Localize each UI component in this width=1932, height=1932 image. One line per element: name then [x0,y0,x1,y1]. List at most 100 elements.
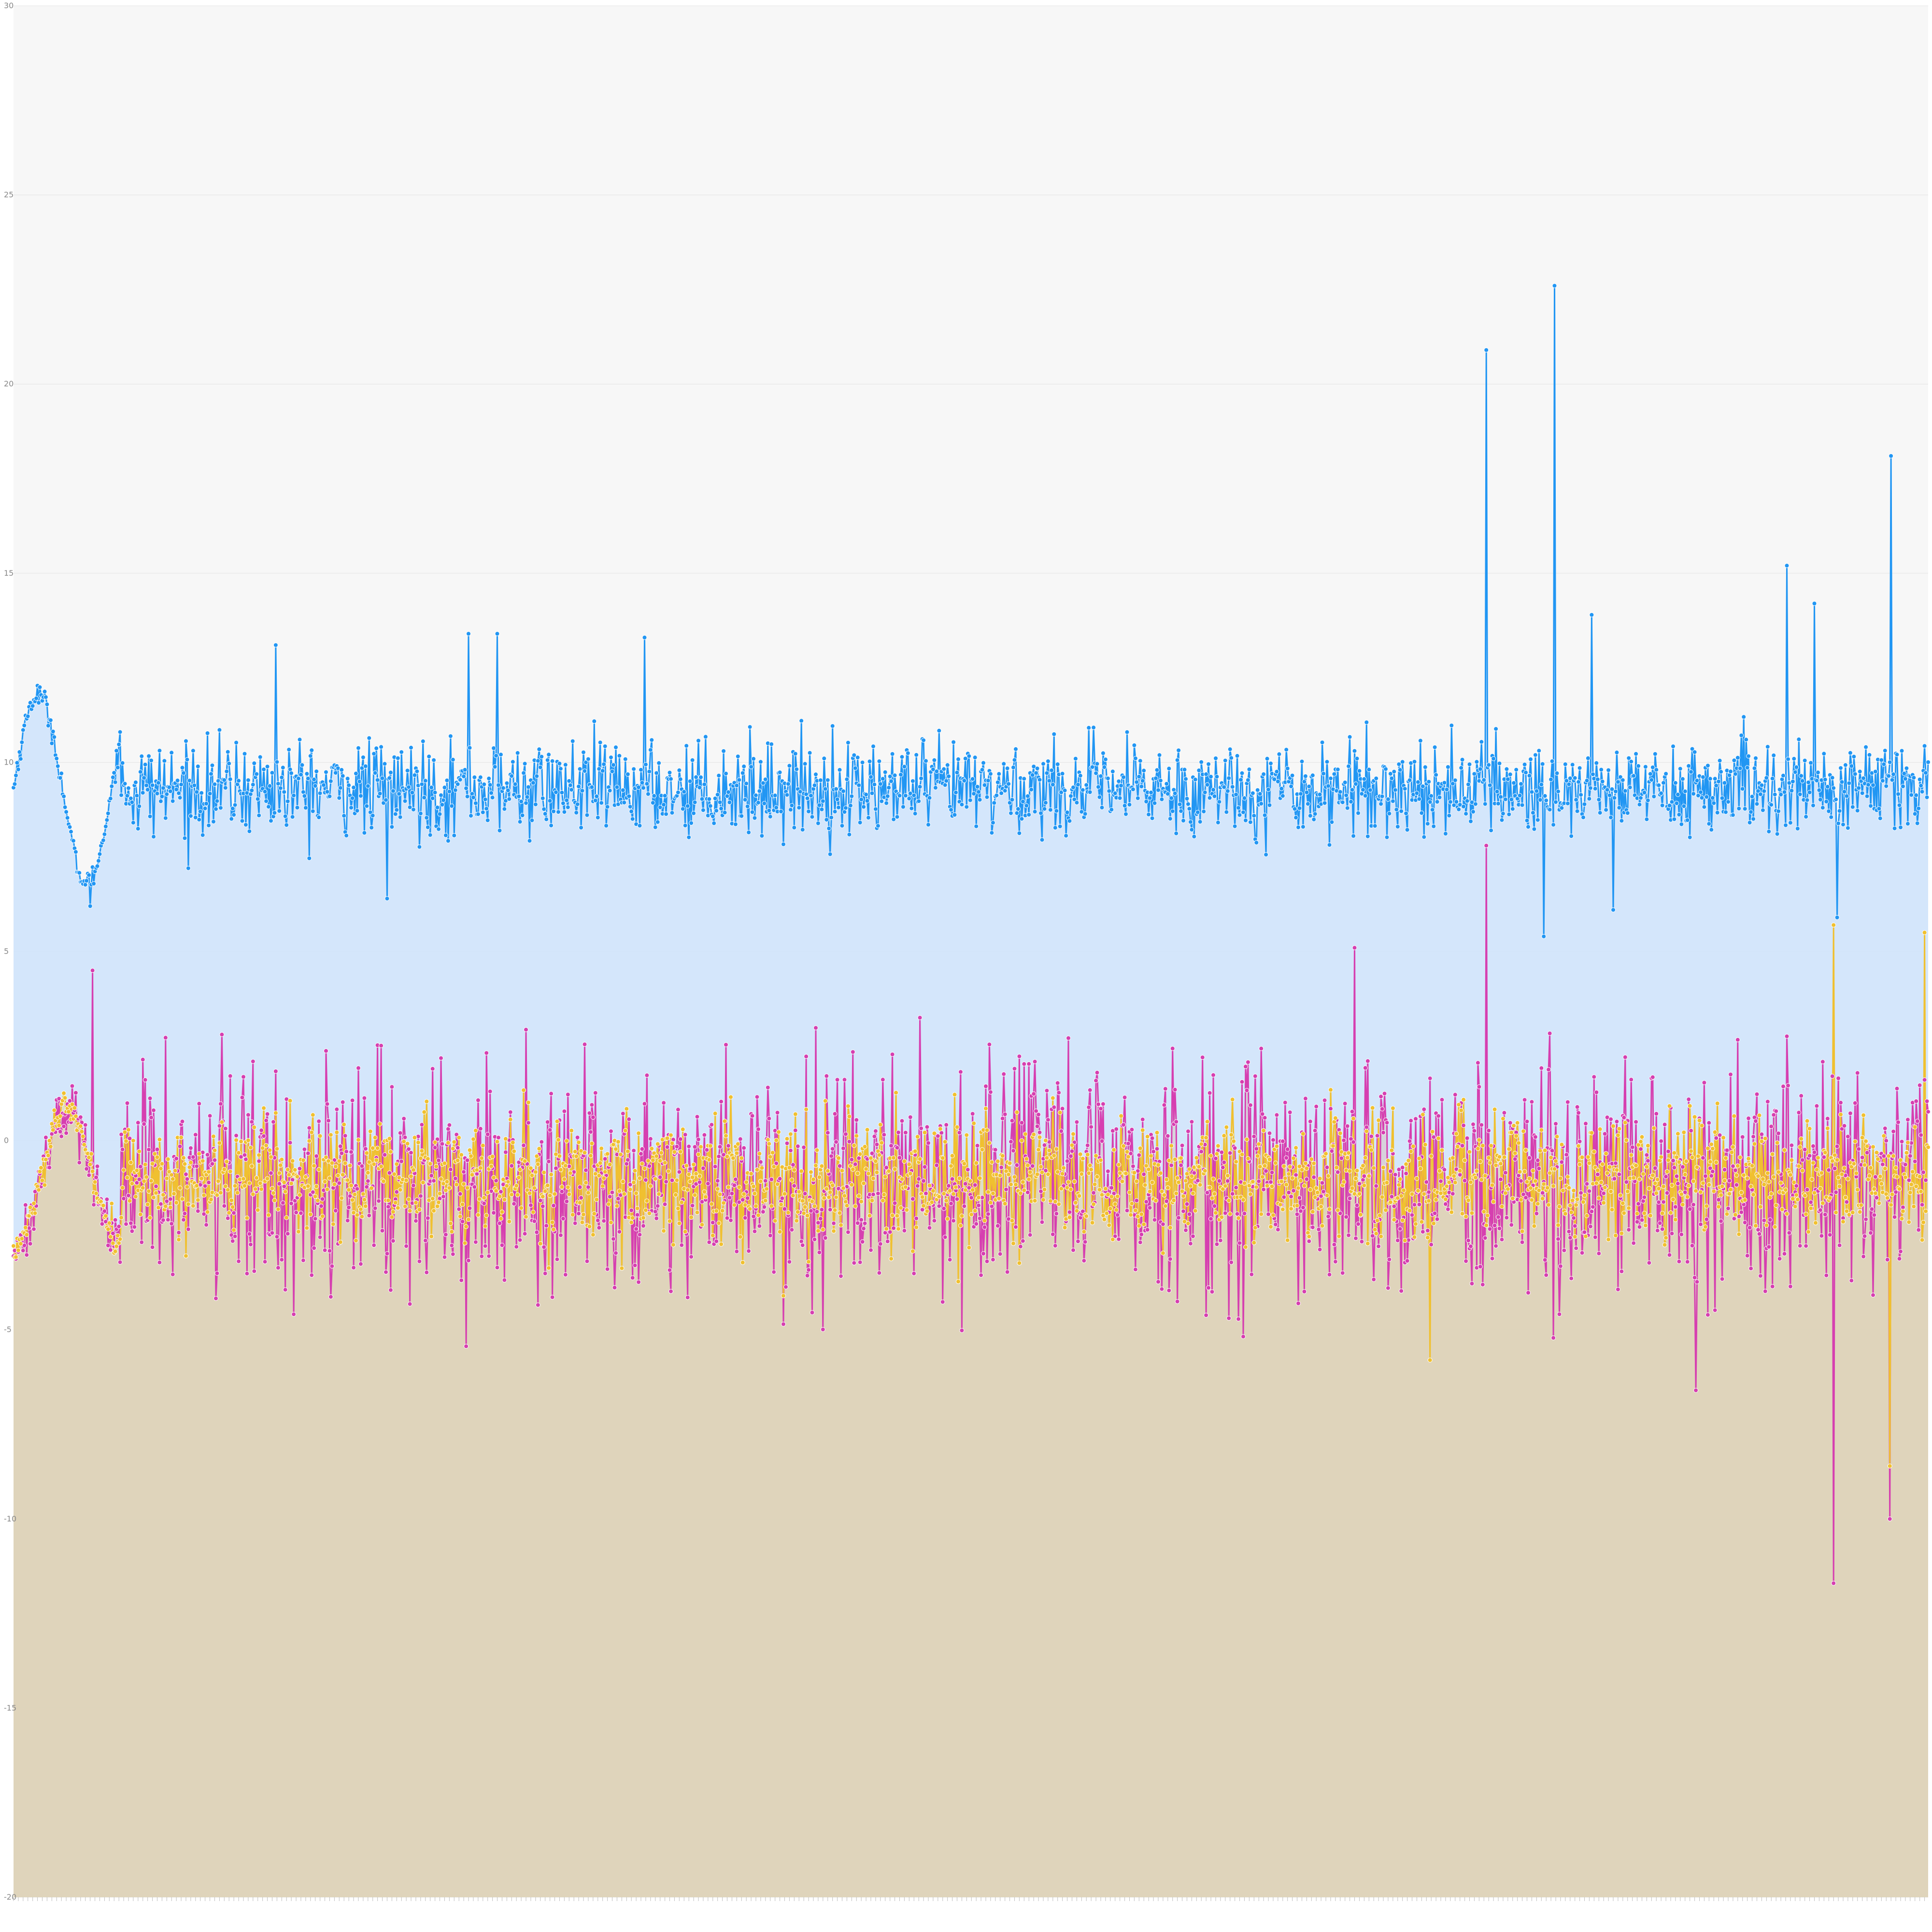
data-point [278,785,283,791]
data-point [1766,829,1772,834]
data-point [227,1210,232,1215]
data-point [1429,793,1434,798]
data-point [1171,1198,1177,1203]
data-point [730,1155,736,1161]
data-point [1754,801,1760,807]
data-point [1057,1110,1063,1115]
data-point [1468,1244,1473,1249]
data-point [1700,1180,1705,1186]
data-point [500,785,506,791]
data-point [256,1159,262,1164]
data-point [387,1170,392,1176]
data-point [1317,1176,1322,1181]
data-point [1213,756,1218,761]
data-point [1814,778,1819,783]
data-point [1279,786,1284,791]
data-point [538,1241,543,1246]
data-point [12,781,17,787]
data-point [687,1179,693,1184]
data-point [236,778,242,783]
data-point [1073,1200,1078,1205]
data-point [1566,1185,1572,1191]
data-point [1182,767,1187,772]
data-point [878,1122,883,1127]
data-point [1698,790,1703,795]
data-point [540,1194,545,1199]
data-point [19,739,25,745]
data-point [1199,759,1204,765]
data-point [1521,1129,1526,1134]
data-point [1716,1197,1721,1202]
data-point [1460,1211,1465,1216]
data-point [1147,1205,1152,1210]
data-point [266,1212,271,1218]
data-point [1715,810,1720,815]
data-point [1450,1191,1455,1196]
data-point [1645,1143,1650,1148]
data-point [1183,1228,1188,1233]
data-point [630,816,635,822]
data-point [135,1120,141,1125]
data-point [774,1161,779,1166]
data-point [45,723,51,728]
data-point [1229,1132,1234,1137]
data-point [450,1146,455,1151]
data-point [845,740,851,745]
data-point [1015,806,1021,811]
data-point [695,1114,700,1120]
data-point [1509,1130,1514,1135]
data-point [556,810,561,815]
data-point [154,1184,158,1189]
data-point [1150,1136,1155,1141]
data-point [1523,1148,1528,1153]
data-point [1156,1162,1161,1167]
data-point [1852,1139,1858,1144]
data-point [160,785,166,791]
data-point [990,1257,995,1262]
data-point [541,1245,547,1250]
data-point [1409,1212,1415,1218]
data-point [684,1163,689,1168]
data-point [898,1205,903,1210]
data-point [1845,1176,1850,1181]
data-point [1388,1200,1393,1205]
data-point [954,1196,960,1202]
data-point [1037,1130,1042,1135]
data-point [440,802,445,807]
data-point [1109,1185,1114,1191]
data-point [406,784,412,790]
data-point [974,824,979,829]
data-point [1421,834,1427,839]
data-point [1693,1188,1699,1193]
data-point [1231,1138,1236,1144]
data-point [1820,1200,1825,1206]
data-point [273,642,278,648]
data-point [600,1183,605,1189]
data-point [422,795,427,800]
data-point [1447,1179,1452,1185]
data-point [1394,807,1399,812]
data-point [535,758,540,764]
series-points [11,283,1931,1586]
data-point [1783,1187,1788,1193]
data-point [795,1144,800,1149]
data-point [637,1232,642,1237]
data-point [889,1256,894,1262]
data-point [371,1243,377,1248]
data-point [248,1145,253,1151]
data-point [1702,804,1707,810]
data-point [1443,1201,1448,1207]
data-point [1891,1129,1896,1134]
data-point [602,744,608,749]
data-point [887,774,893,779]
data-point [1897,1186,1902,1192]
data-point [1770,1284,1775,1289]
data-point [1084,1213,1089,1219]
data-point [1029,787,1034,792]
data-point [962,778,967,783]
data-point [1157,753,1162,758]
data-point [225,1187,230,1193]
data-point [1487,1160,1492,1165]
data-point [839,1168,845,1173]
data-point [520,813,525,818]
